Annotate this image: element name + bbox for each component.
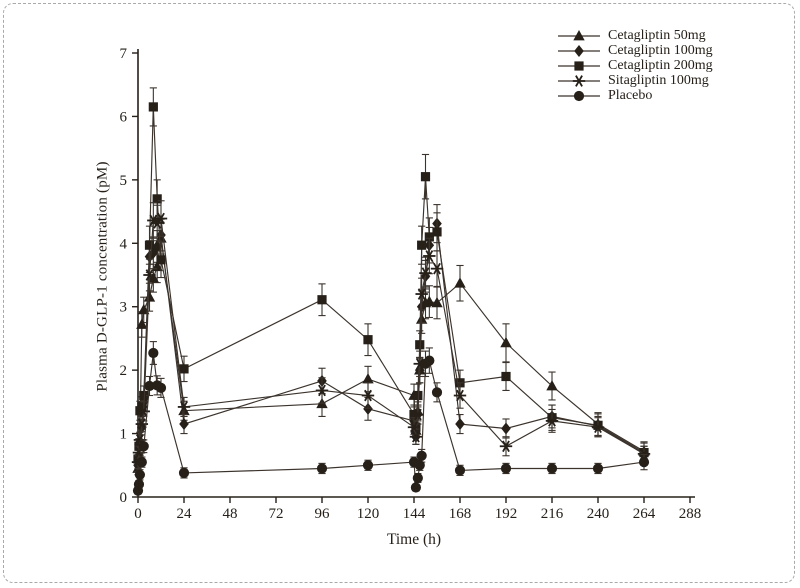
figure-dashed-border <box>3 3 795 583</box>
y-tick-label: 6 <box>120 109 128 125</box>
legend-label: Placebo <box>608 87 653 103</box>
legend: Cetagliptin 50mg Cetagliptin 100mg Cetagli… <box>557 28 713 103</box>
x-tick-label: 120 <box>357 506 380 522</box>
square-marker-icon <box>558 61 600 71</box>
x-tick-label: 216 <box>541 506 564 522</box>
legend-label: Cetagliptin 200mg <box>608 58 713 73</box>
x-tick-label: 0 <box>134 506 142 522</box>
legend-item: Cetagliptin 50mg <box>557 28 713 44</box>
x-tick-label: 168 <box>449 506 472 522</box>
series-circle <box>132 341 650 496</box>
axes: 0 24 48 72 96 120 144 168 192 216 240 264 288 0 1 2 3 4 5 6… <box>120 46 702 522</box>
x-tick-label: 96 <box>315 506 331 522</box>
series-asterisk <box>131 200 651 470</box>
x-tick-label: 240 <box>587 506 610 522</box>
x-tick-label: 144 <box>403 506 426 522</box>
y-tick-label: 1 <box>120 427 128 443</box>
series-triangle <box>132 221 650 476</box>
series-diamond <box>133 204 649 473</box>
circle-marker-icon <box>558 90 600 101</box>
x-tick-label: 24 <box>177 506 193 522</box>
x-axis-title: Time (h) <box>386 531 442 548</box>
legend-item: Sitagliptin 100mg <box>557 73 713 88</box>
x-tick-label: 72 <box>269 506 284 522</box>
x-tick-label: 192 <box>495 506 518 522</box>
asterisk-marker-icon <box>558 74 600 87</box>
legend-label: Cetagliptin 100mg <box>608 43 713 59</box>
x-tick-label: 288 <box>679 506 702 522</box>
legend-item: Cetagliptin 100mg <box>557 43 713 59</box>
y-axis-title: Plasma D-GLP-1 concentration (pM) <box>94 161 111 392</box>
legend-label: Sitagliptin 100mg <box>608 72 709 88</box>
legend-item: Cetagliptin 200mg <box>557 58 713 74</box>
legend-label: Cetagliptin 50mg <box>608 28 706 44</box>
y-tick-label: 0 <box>120 490 128 506</box>
y-tick-label: 2 <box>120 363 128 379</box>
x-tick-label: 264 <box>633 506 656 522</box>
y-tick-label: 3 <box>120 300 128 316</box>
series-square <box>133 87 649 466</box>
y-tick-label: 4 <box>120 236 128 252</box>
diamond-marker-icon <box>558 45 600 58</box>
x-tick-label: 48 <box>223 506 238 522</box>
triangle-marker-icon <box>558 30 600 41</box>
legend-item: Placebo <box>557 88 713 103</box>
y-tick-label: 7 <box>120 46 128 62</box>
y-tick-label: 5 <box>120 173 128 189</box>
